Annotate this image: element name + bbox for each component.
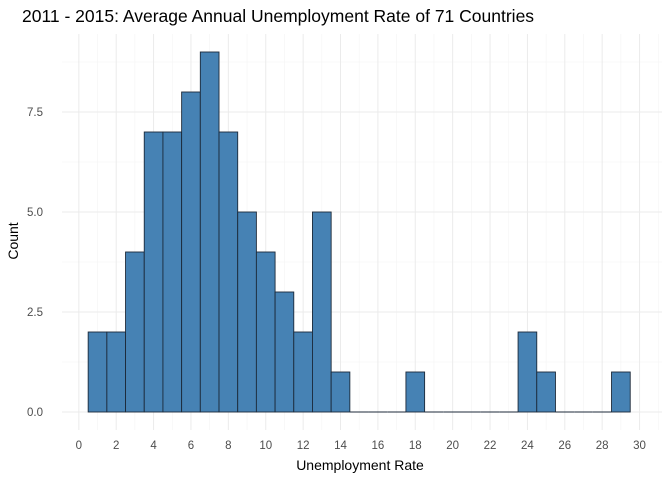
x-tick-label: 30	[633, 440, 646, 452]
histogram-bar	[517, 331, 538, 413]
x-axis-tick-labels: 0 2 4 6 8 10 12 14 16 18 20 22 24 26 28 30	[76, 440, 646, 452]
histogram-bar	[87, 331, 108, 413]
x-tick-label: 22	[484, 440, 497, 452]
histogram-bar	[199, 51, 220, 413]
histogram-bar	[536, 371, 556, 413]
histogram-bar	[312, 211, 332, 413]
x-tick-label: 4	[150, 440, 157, 452]
y-tick-label: 7.5	[27, 107, 43, 119]
x-tick-label: 10	[259, 440, 272, 452]
histogram-bar	[255, 251, 276, 413]
histogram-bar	[181, 91, 201, 413]
x-tick-label: 28	[596, 440, 609, 452]
x-tick-label: 18	[409, 440, 422, 452]
x-tick-label: 20	[446, 440, 459, 452]
histogram-bar	[405, 371, 426, 413]
histogram-bar	[237, 211, 257, 413]
y-tick-label: 2.5	[27, 307, 43, 319]
histogram-bar	[218, 131, 239, 413]
histogram-bars	[87, 51, 631, 413]
histogram-bar	[330, 371, 351, 413]
histogram-bar	[162, 131, 183, 413]
x-tick-label: 8	[225, 440, 231, 452]
x-tick-label: 6	[188, 440, 194, 452]
x-tick-label: 26	[558, 440, 571, 452]
chart-title: 2011 - 2015: Average Annual Unemployment…	[22, 6, 535, 26]
histogram-bar	[125, 251, 145, 413]
x-tick-label: 12	[297, 440, 310, 452]
histogram-bar	[143, 131, 164, 413]
histogram-bar	[293, 331, 313, 413]
y-axis-title: Count	[5, 222, 21, 259]
x-tick-label: 0	[76, 440, 82, 452]
y-tick-label: 5.0	[27, 207, 43, 219]
y-tick-label: 0.0	[27, 407, 43, 419]
histogram-bar	[611, 371, 631, 413]
y-axis-tick-labels: 0.0 2.5 5.0 7.5	[27, 107, 43, 419]
histogram-bar	[106, 331, 127, 413]
histogram-bar	[274, 291, 295, 413]
x-tick-label: 14	[334, 440, 347, 452]
x-tick-label: 24	[521, 440, 534, 452]
x-axis-title: Unemployment Rate	[296, 457, 424, 473]
x-tick-label: 16	[371, 440, 384, 452]
x-tick-label: 2	[113, 440, 119, 452]
